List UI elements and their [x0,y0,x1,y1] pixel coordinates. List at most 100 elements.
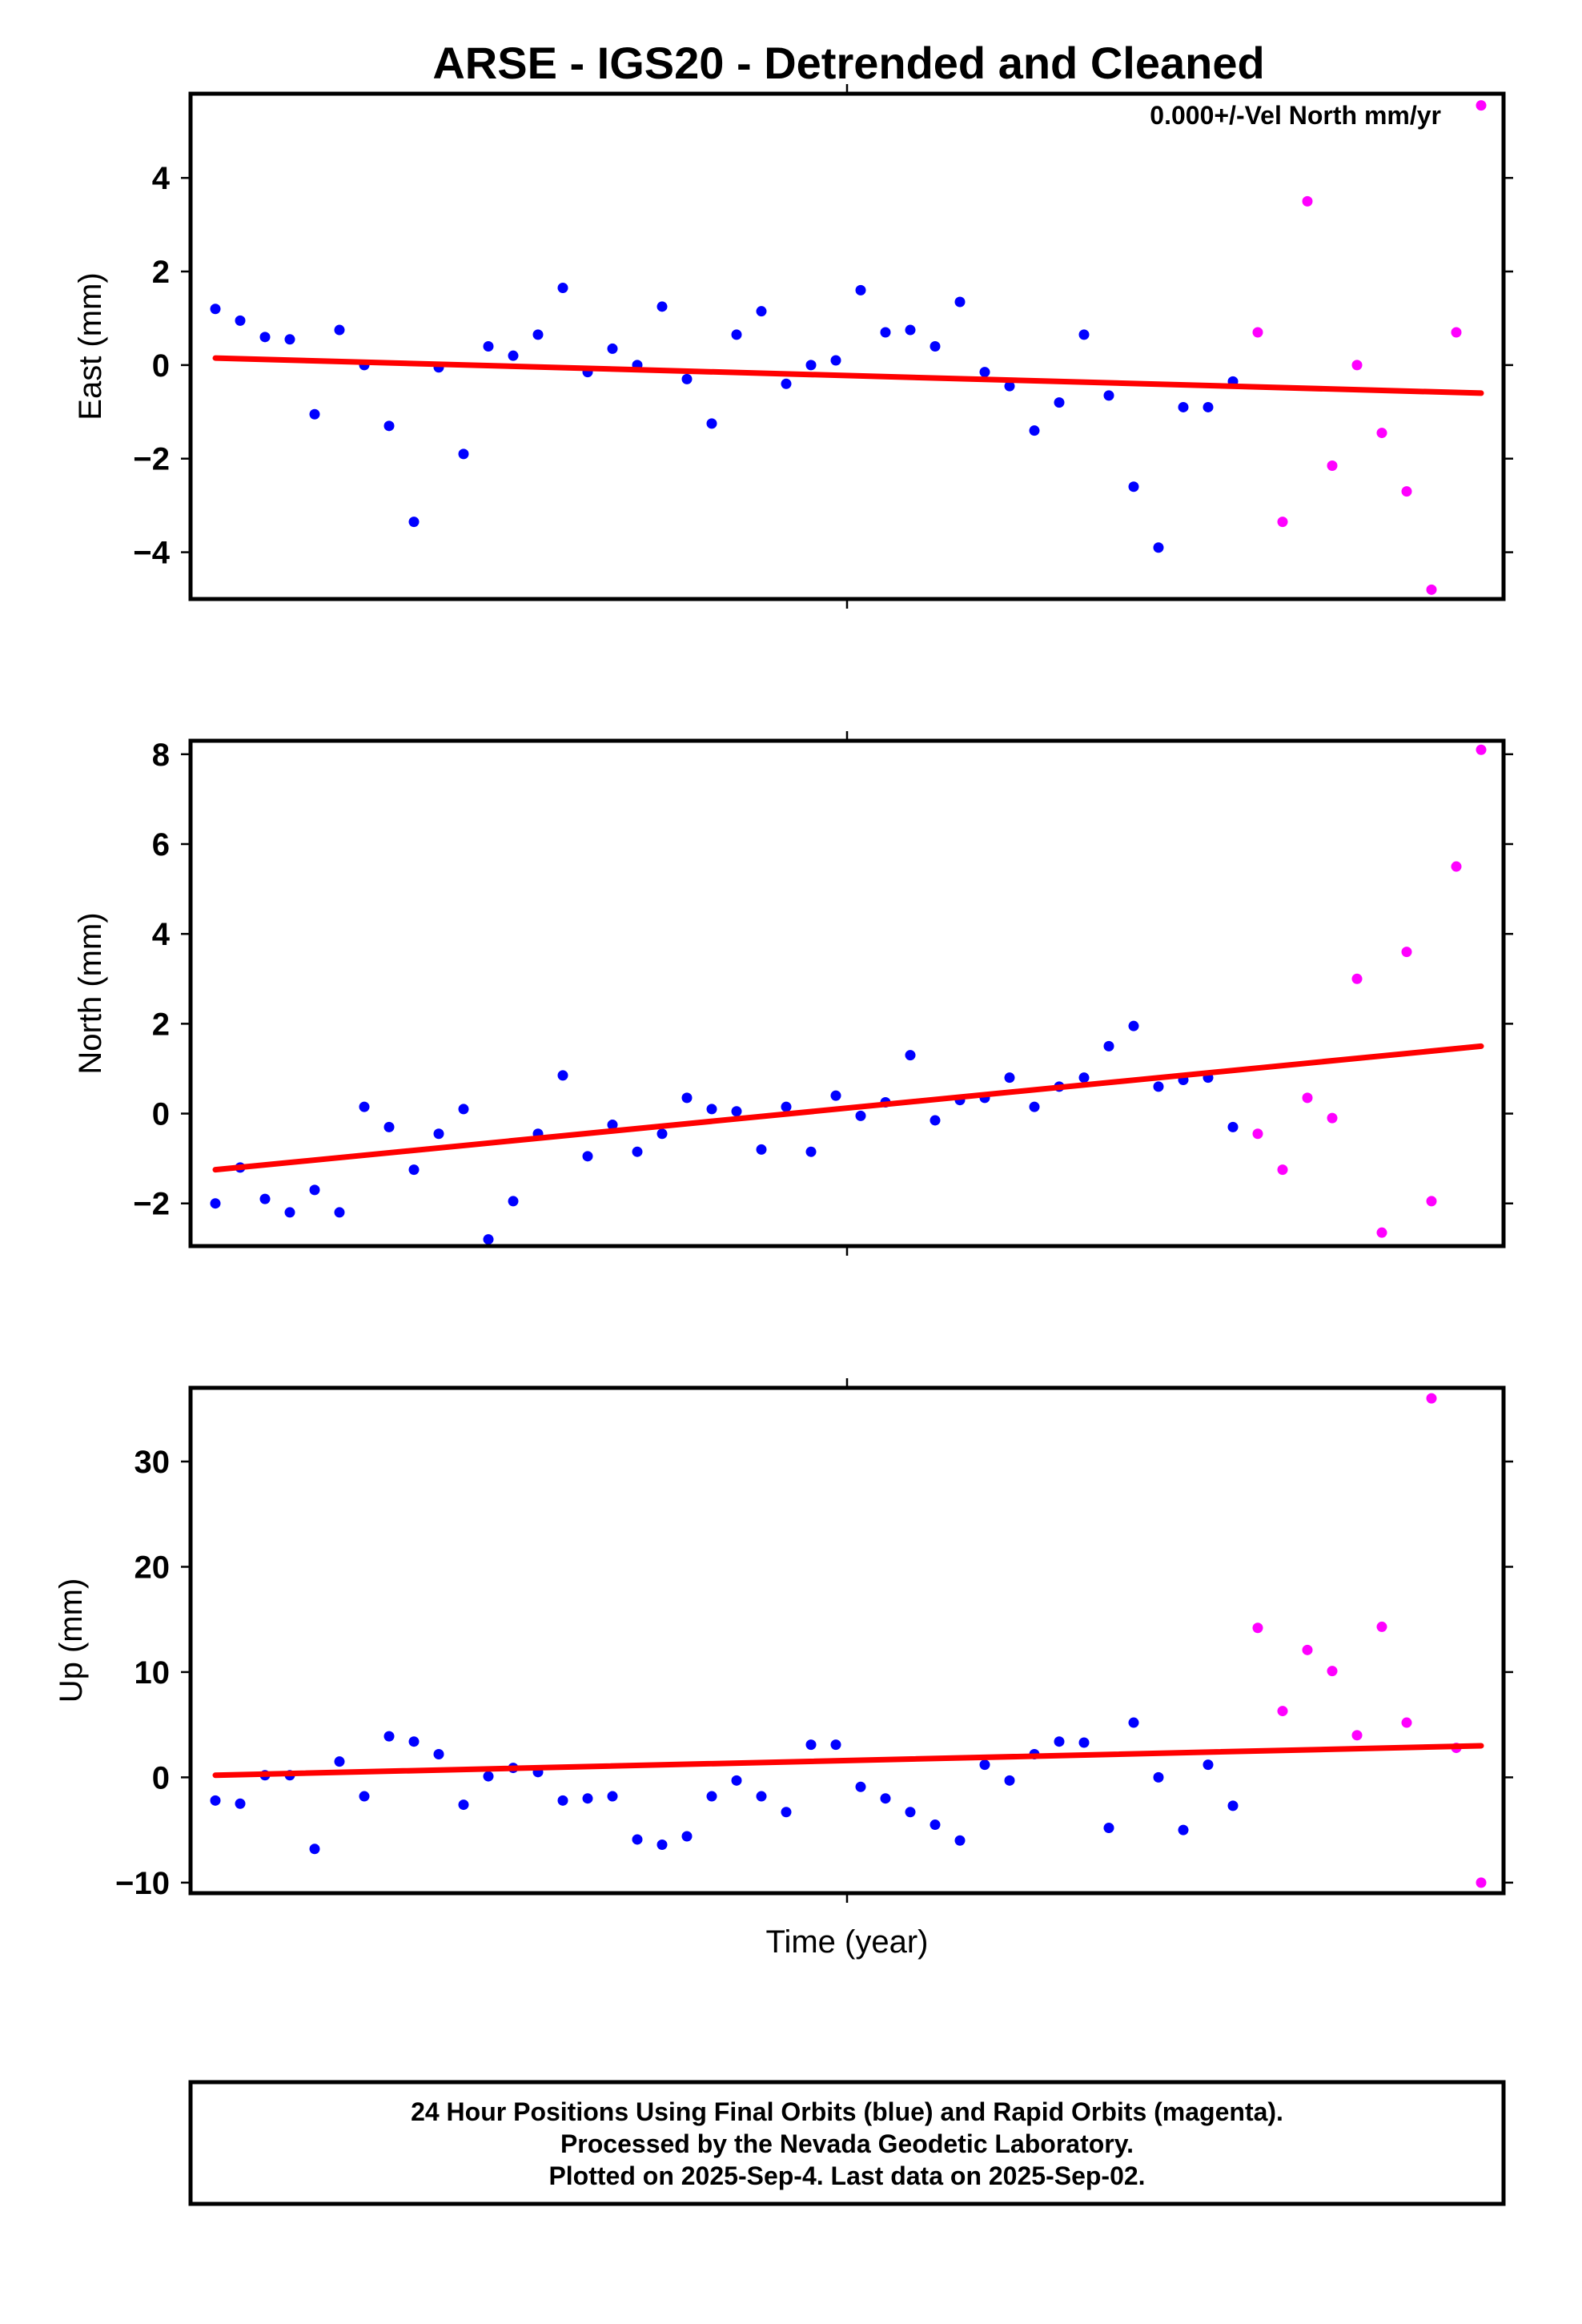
up-final-point [1004,1775,1015,1786]
up-rapid-point [1476,1877,1487,1888]
north-rapid-point [1476,744,1487,755]
up-final-point [830,1739,841,1751]
east-final-point [532,329,544,340]
up-final-point [781,1807,792,1818]
east-final-point [1078,329,1090,340]
up-final-point [681,1831,693,1842]
east-final-point [309,408,320,420]
east-final-point [954,296,966,308]
up-final-point [805,1739,817,1751]
east-rapid-point [1426,584,1437,595]
east-final-point [656,301,668,312]
east-final-point [1128,481,1139,493]
east-final-point [1004,380,1015,392]
east-rapid-point [1376,428,1387,439]
north-rapid-point [1351,973,1363,984]
east-final-point [383,420,395,432]
up-final-point [855,1781,866,1792]
east-final-point [483,341,494,352]
north-rapid-point [1327,1112,1338,1124]
east-ytick-label: 0 [152,348,170,384]
up-final-point [706,1791,717,1802]
north-final-point [1103,1040,1114,1051]
up-ytick-label: 10 [135,1655,171,1691]
east-final-point [905,324,916,336]
velocity-annotation: 0.000+/-Vel North mm/yr [1150,101,1441,130]
east-final-point [880,327,891,338]
east-final-point [1029,425,1040,436]
east-final-point [259,332,271,343]
footer-line-2: Processed by the Nevada Geodetic Laborat… [560,2129,1134,2158]
north-ytick-label: 6 [152,827,170,862]
east-frame [188,91,1506,601]
east-ytick-label: 4 [152,161,171,196]
north-rapid-point [1277,1164,1288,1176]
footer-box: 24 Hour Positions Using Final Orbits (bl… [188,2080,1506,2206]
east-trend-line [212,355,1484,396]
up-final-point [1227,1800,1239,1811]
east-ytick-label: 2 [152,255,170,290]
east-final-point [681,373,693,384]
up-rapid-point [1426,1393,1437,1404]
north-final-point [756,1144,767,1155]
east-final-point [210,304,221,315]
north-final-point [1227,1121,1239,1132]
north-final-point [458,1104,469,1115]
east-final-point [1153,542,1164,553]
east-final-point [1054,397,1065,408]
up-final-point [557,1795,568,1806]
east-rapid-point [1401,486,1412,497]
up-trend-line [212,1743,1484,1779]
up-ytick-label: 0 [152,1760,170,1795]
north-final-point [855,1110,866,1121]
up-final-point [1078,1737,1090,1748]
north-final-point [557,1070,568,1081]
east-final-point [1178,401,1189,412]
north-final-point [508,1196,519,1207]
up-final-point [656,1839,668,1851]
up-rapid-point [1351,1730,1363,1741]
up-rapid-point [1252,1622,1263,1634]
chart-title: ARSE - IGS20 - Detrended and Cleaned [432,38,1264,88]
north-final-point [607,1120,618,1131]
north-final-point [656,1128,668,1140]
east-rapid-point [1252,327,1263,338]
north-final-point [805,1146,817,1157]
up-final-point [359,1791,370,1802]
east-ytick-label: −2 [133,442,170,477]
east-final-point [756,306,767,317]
north-final-point [582,1151,593,1162]
footer-line-3: Plotted on 2025-Sep-4. Last data on 2025… [548,2161,1145,2190]
north-ytick-label: −2 [133,1187,170,1222]
north-final-point [1128,1020,1139,1031]
north-ytick-label: 2 [152,1007,170,1042]
east-final-point [805,360,817,371]
north-final-point [483,1234,494,1245]
north-final-point [1153,1081,1164,1092]
north-ytick-label: 4 [152,917,171,952]
footer-line-1: 24 Hour Positions Using Final Orbits (bl… [411,2097,1283,2126]
east-final-point [284,334,295,345]
up-final-point [1054,1736,1065,1747]
east-final-point [1103,390,1114,401]
up-final-point [930,1819,941,1831]
north-final-point [731,1106,742,1117]
up-final-point [458,1799,469,1811]
north-rapid-point [1401,947,1412,958]
up-final-point [979,1759,990,1771]
up-final-point [632,1834,643,1845]
north-rapid-point [1451,861,1462,872]
up-final-point [1178,1824,1189,1835]
east-final-point [979,367,990,378]
up-final-point [1128,1717,1139,1728]
up-final-point [756,1791,767,1802]
x-axis-label: Time (year) [766,1924,929,1960]
north-panel: 8 6 4 2 0 −2 North (mm) [73,731,1513,1256]
north-final-point [359,1101,370,1112]
up-ytick-label: 20 [135,1550,171,1585]
up-y-axis-label: Up (mm) [54,1578,89,1703]
footer-frame [188,2080,1506,2206]
north-final-point [309,1184,320,1196]
up-rapid-point [1327,1666,1338,1677]
north-final-point [830,1090,841,1101]
